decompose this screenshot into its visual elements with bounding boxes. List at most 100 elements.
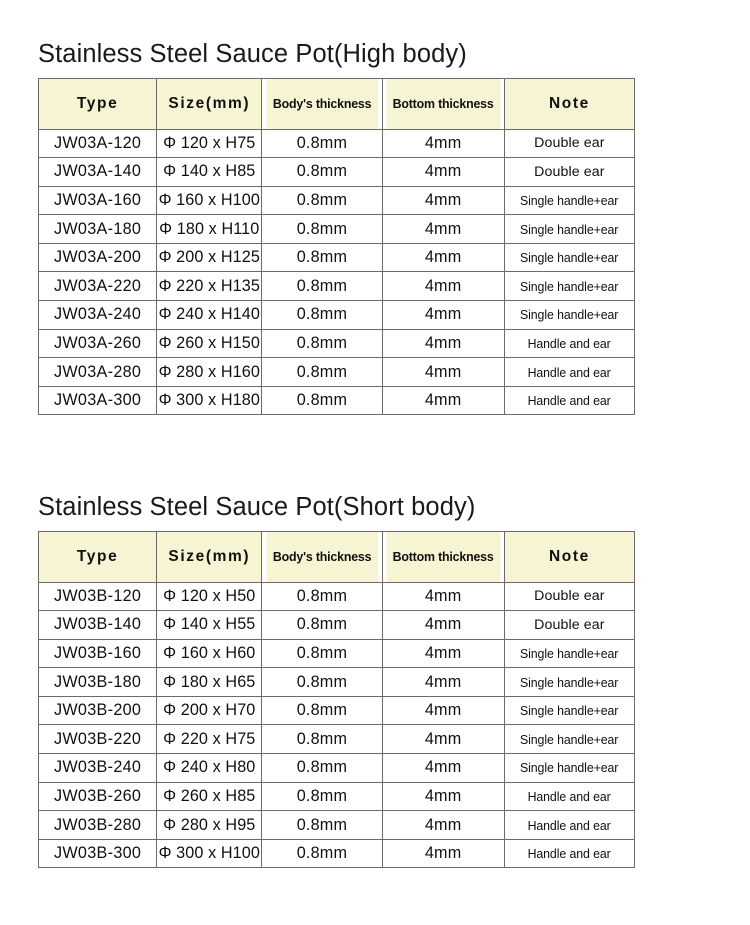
- table-row: JW03A-220 Φ 220 x H135 0.8mm 4mm Single …: [37, 271, 635, 302]
- cell-body-thickness: 0.8mm: [261, 214, 383, 244]
- cell-type: JW03A-120: [37, 128, 158, 159]
- cell-note: Double ear: [503, 610, 636, 640]
- cell-bottom-thickness: 4mm: [381, 810, 505, 840]
- cell-note: Single handle+ear: [507, 185, 632, 216]
- cell-type: JW03B-300: [37, 838, 158, 869]
- table-row: JW03B-260 Φ 260 x H85 0.8mm 4mm Handle a…: [37, 781, 635, 812]
- cell-body-thickness: 0.8mm: [261, 157, 383, 187]
- cell-note: Handle and ear: [507, 838, 632, 869]
- cell-type: JW03A-240: [37, 300, 158, 330]
- table-row: JW03B-300 Φ 300 x H100 0.8mm 4mm Handle …: [37, 838, 635, 869]
- cell-size: Φ 160 x H60: [156, 638, 263, 669]
- cell-body-thickness: 0.8mm: [261, 385, 383, 416]
- spec-table-short-body: Type Size(mm) Body's thickness Bottom th…: [37, 530, 636, 869]
- column-header-note: Note: [503, 530, 636, 583]
- table-row: JW03B-220 Φ 220 x H75 0.8mm 4mm Single h…: [37, 724, 635, 755]
- cell-bottom-thickness: 4mm: [381, 300, 505, 330]
- table-row: JW03A-200 Φ 200 x H125 0.8mm 4mm Single …: [37, 242, 635, 273]
- column-header-note: Note: [503, 77, 636, 130]
- cell-body-thickness: 0.8mm: [261, 695, 383, 726]
- cell-size: Φ 220 x H135: [156, 271, 263, 302]
- table-body-high-body: JW03A-120 Φ 120 x H75 0.8mm 4mm Double e…: [37, 128, 636, 416]
- column-header-type: Type: [37, 530, 158, 583]
- table-row: JW03A-120 Φ 120 x H75 0.8mm 4mm Double e…: [37, 128, 636, 159]
- cell-type: JW03A-140: [37, 157, 158, 187]
- cell-note: Single handle+ear: [507, 638, 632, 669]
- column-header-body-thickness: Body's thickness: [264, 77, 379, 130]
- cell-bottom-thickness: 4mm: [381, 838, 505, 869]
- table-row: JW03A-140 Φ 140 x H85 0.8mm 4mm Double e…: [37, 157, 636, 187]
- cell-body-thickness: 0.8mm: [261, 185, 383, 216]
- cell-body-thickness: 0.8mm: [261, 328, 383, 359]
- cell-type: JW03A-160: [37, 185, 158, 216]
- cell-type: JW03B-160: [37, 638, 158, 669]
- cell-type: JW03A-180: [37, 214, 158, 244]
- cell-size: Φ 200 x H125: [156, 242, 263, 273]
- cell-type: JW03B-200: [37, 695, 158, 726]
- cell-body-thickness: 0.8mm: [261, 753, 383, 783]
- cell-type: JW03A-300: [37, 385, 158, 416]
- cell-size: Φ 220 x H75: [156, 724, 263, 755]
- cell-type: JW03A-260: [37, 328, 158, 359]
- column-header-type: Type: [37, 77, 158, 130]
- spec-table-high-body: Type Size(mm) Body's thickness Bottom th…: [37, 77, 636, 416]
- cell-type: JW03A-200: [37, 242, 158, 273]
- table-row: JW03A-160 Φ 160 x H100 0.8mm 4mm Single …: [37, 185, 635, 216]
- cell-bottom-thickness: 4mm: [381, 781, 505, 812]
- cell-size: Φ 240 x H140: [156, 300, 263, 330]
- cell-body-thickness: 0.8mm: [261, 667, 383, 697]
- table-row: JW03B-120 Φ 120 x H50 0.8mm 4mm Double e…: [37, 581, 636, 612]
- cell-body-thickness: 0.8mm: [261, 357, 383, 387]
- table-body-short-body: JW03B-120 Φ 120 x H50 0.8mm 4mm Double e…: [37, 581, 636, 869]
- cell-bottom-thickness: 4mm: [381, 242, 505, 273]
- table-row: JW03B-160 Φ 160 x H60 0.8mm 4mm Single h…: [37, 638, 635, 669]
- cell-note: Single handle+ear: [507, 667, 632, 697]
- cell-note: Single handle+ear: [507, 724, 632, 755]
- table-header-row: Type Size(mm) Body's thickness Bottom th…: [37, 530, 636, 583]
- cell-body-thickness: 0.8mm: [261, 242, 383, 273]
- cell-note: Single handle+ear: [507, 271, 632, 302]
- cell-bottom-thickness: 4mm: [381, 271, 505, 302]
- cell-bottom-thickness: 4mm: [381, 753, 505, 783]
- cell-size: Φ 200 x H70: [156, 695, 263, 726]
- column-header-body-thickness: Body's thickness: [264, 530, 379, 583]
- cell-bottom-thickness: 4mm: [381, 385, 505, 416]
- table-row: JW03A-180 Φ 180 x H110 0.8mm 4mm Single …: [37, 214, 635, 244]
- table-row: JW03A-300 Φ 300 x H180 0.8mm 4mm Handle …: [37, 385, 635, 416]
- cell-type: JW03B-140: [37, 610, 158, 640]
- cell-size: Φ 140 x H55: [156, 610, 263, 640]
- table-header-row: Type Size(mm) Body's thickness Bottom th…: [37, 77, 636, 130]
- cell-note: Handle and ear: [507, 385, 632, 416]
- cell-size: Φ 120 x H75: [156, 128, 263, 159]
- cell-size: Φ 120 x H50: [156, 581, 263, 612]
- cell-body-thickness: 0.8mm: [261, 300, 383, 330]
- cell-type: JW03B-120: [37, 581, 158, 612]
- table-row: JW03B-280 Φ 280 x H95 0.8mm 4mm Handle a…: [37, 810, 635, 840]
- cell-type: JW03A-220: [37, 271, 158, 302]
- cell-note: Single handle+ear: [507, 214, 632, 244]
- cell-body-thickness: 0.8mm: [261, 271, 383, 302]
- cell-size: Φ 180 x H65: [156, 667, 263, 697]
- cell-size: Φ 140 x H85: [156, 157, 263, 187]
- cell-body-thickness: 0.8mm: [261, 128, 383, 159]
- cell-size: Φ 180 x H110: [156, 214, 263, 244]
- cell-type: JW03B-180: [37, 667, 158, 697]
- cell-bottom-thickness: 4mm: [381, 610, 505, 640]
- cell-bottom-thickness: 4mm: [381, 357, 505, 387]
- cell-size: Φ 280 x H95: [156, 810, 263, 840]
- spec-section-short-body: Stainless Steel Sauce Pot(Short body) Ty…: [37, 493, 636, 869]
- column-header-bottom-thickness: Bottom thickness: [385, 77, 502, 130]
- cell-size: Φ 280 x H160: [156, 357, 263, 387]
- cell-note: Single handle+ear: [507, 242, 632, 273]
- table-row: JW03A-260 Φ 260 x H150 0.8mm 4mm Handle …: [37, 328, 635, 359]
- cell-note: Double ear: [503, 581, 636, 612]
- cell-bottom-thickness: 4mm: [381, 667, 505, 697]
- table-row: JW03A-240 Φ 240 x H140 0.8mm 4mm Single …: [37, 300, 635, 330]
- section-title-short-body: Stainless Steel Sauce Pot(Short body): [38, 493, 476, 521]
- table-row: JW03B-140 Φ 140 x H55 0.8mm 4mm Double e…: [37, 610, 636, 640]
- cell-note: Handle and ear: [507, 328, 632, 359]
- cell-body-thickness: 0.8mm: [261, 610, 383, 640]
- cell-type: JW03B-220: [37, 724, 158, 755]
- cell-bottom-thickness: 4mm: [381, 695, 505, 726]
- spec-section-high-body: Stainless Steel Sauce Pot(High body) Typ…: [37, 41, 636, 416]
